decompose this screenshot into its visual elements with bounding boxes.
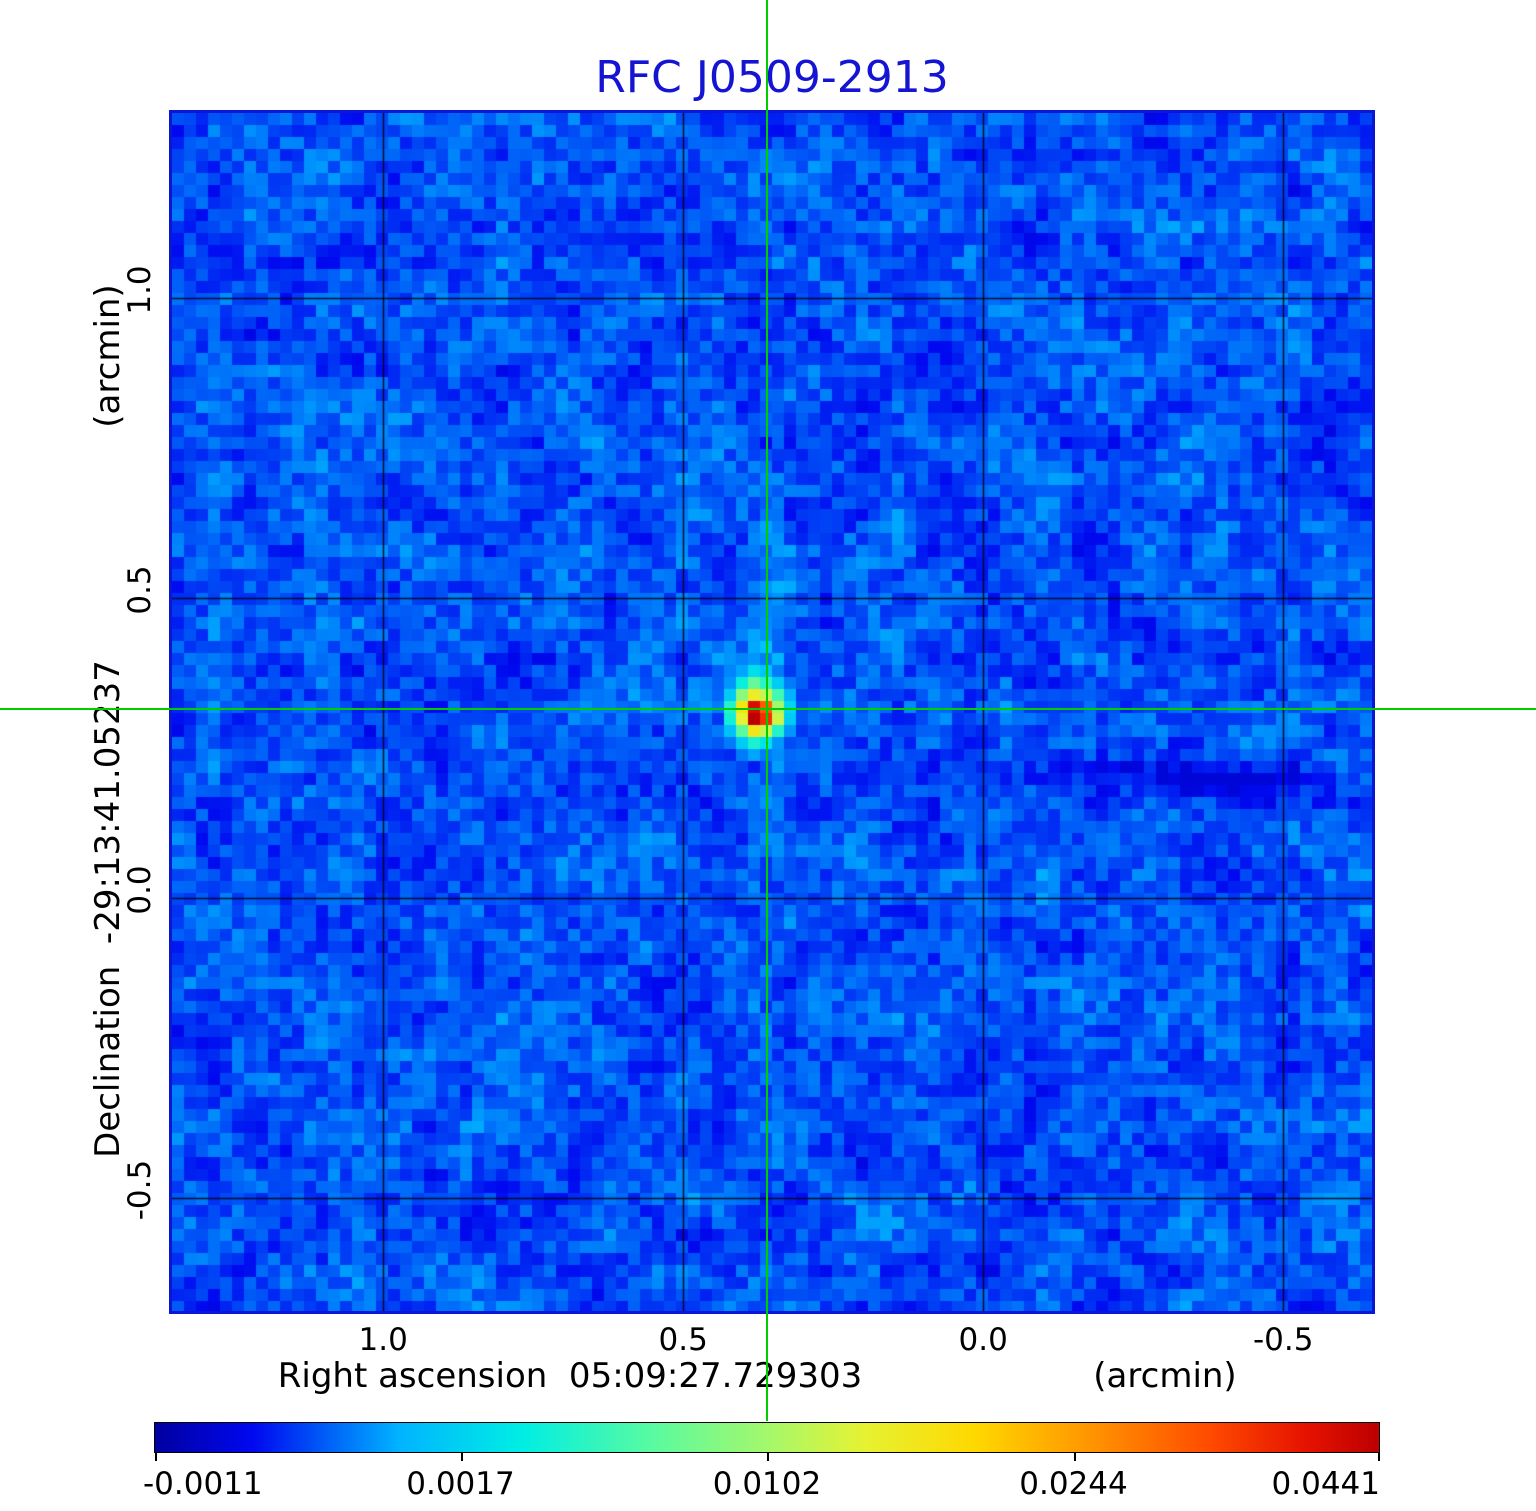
colorbar-tick: [1073, 1453, 1076, 1461]
crosshair-horizontal-line: [0, 708, 1536, 710]
y-tick-label: 1.0: [122, 265, 158, 315]
x-axis-label: Right ascension 05:09:27.729303: [277, 1356, 863, 1396]
x-axis-unit-label: (arcmin): [1093, 1356, 1237, 1396]
y-tick-label: -0.5: [122, 1159, 158, 1221]
x-tick-label: -0.5: [1252, 1322, 1314, 1358]
plot-title: RFC J0509-2913: [595, 52, 949, 103]
colorbar-tick-label: 0.0244: [1019, 1466, 1128, 1502]
colorbar-tick: [767, 1453, 769, 1461]
y-tick-label: 0.0: [122, 865, 158, 915]
colorbar: [154, 1422, 1380, 1453]
colorbar-tick: [1378, 1453, 1380, 1461]
heatmap-canvas: [172, 113, 1372, 1311]
crosshair-vertical-line: [766, 0, 768, 1421]
x-tick-label: 1.0: [358, 1322, 408, 1358]
x-tick-label: 0.0: [958, 1322, 1008, 1358]
image-plot-area: [169, 110, 1375, 1314]
colorbar-tick-label: 0.0441: [1271, 1466, 1380, 1502]
x-tick-label: 0.5: [658, 1322, 708, 1358]
colorbar-tick-label: 0.0102: [712, 1466, 822, 1502]
y-tick-label: 0.5: [122, 565, 158, 615]
colorbar-tick: [155, 1453, 157, 1461]
colorbar-tick: [460, 1453, 463, 1461]
colorbar-tick-label: -0.0011: [143, 1466, 263, 1502]
colorbar-tick-label: 0.0017: [406, 1466, 515, 1502]
